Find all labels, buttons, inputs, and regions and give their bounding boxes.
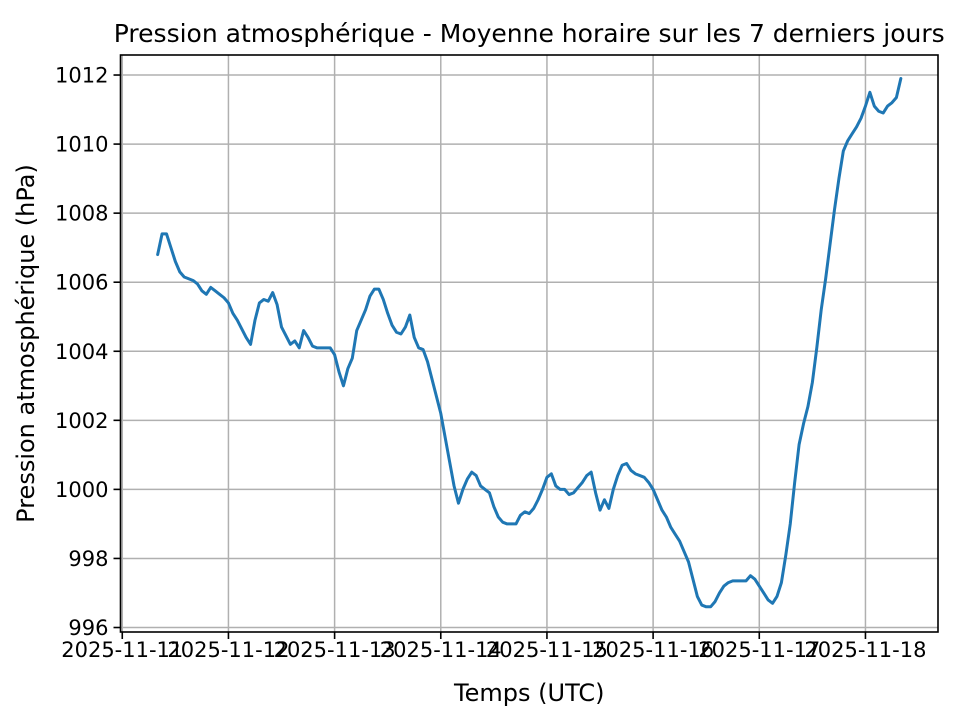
grid — [120, 55, 938, 632]
y-axis-label: Pression atmosphérique (hPa) — [12, 164, 40, 523]
y-axis-ticks: 996 998 1000 1002 1004 1006 1008 1010 1012 — [55, 64, 121, 640]
y-tick-label: 1000 — [55, 478, 108, 502]
x-tick-label: 2025-11-16 — [592, 638, 714, 662]
x-tick-label: 2025-11-17 — [698, 638, 820, 662]
x-tick-label: 2025-11-18 — [804, 638, 926, 662]
x-tick-label: 2025-11-11 — [61, 638, 183, 662]
x-tick-label: 2025-11-14 — [380, 638, 502, 662]
y-tick-label: 1008 — [55, 202, 108, 226]
plot-frame — [119, 54, 939, 633]
y-tick-label: 1004 — [55, 340, 108, 364]
x-axis-label: Temps (UTC) — [453, 679, 604, 707]
x-tick-label: 2025-11-13 — [274, 638, 396, 662]
x-axis-ticks: 2025-11-112025-11-122025-11-132025-11-14… — [61, 632, 926, 662]
chart-title: Pression atmosphérique - Moyenne horaire… — [114, 19, 945, 48]
y-tick-label: 1012 — [55, 64, 108, 88]
y-tick-label: 998 — [68, 547, 108, 571]
pressure-line — [156, 76, 903, 609]
y-tick-label: 1002 — [55, 409, 108, 433]
y-tick-label: 1010 — [55, 133, 108, 157]
y-tick-label: 1006 — [55, 271, 108, 295]
y-tick-label: 996 — [68, 616, 108, 640]
x-tick-label: 2025-11-15 — [486, 638, 608, 662]
x-tick-label: 2025-11-12 — [167, 638, 289, 662]
pressure-series-line — [156, 76, 903, 609]
